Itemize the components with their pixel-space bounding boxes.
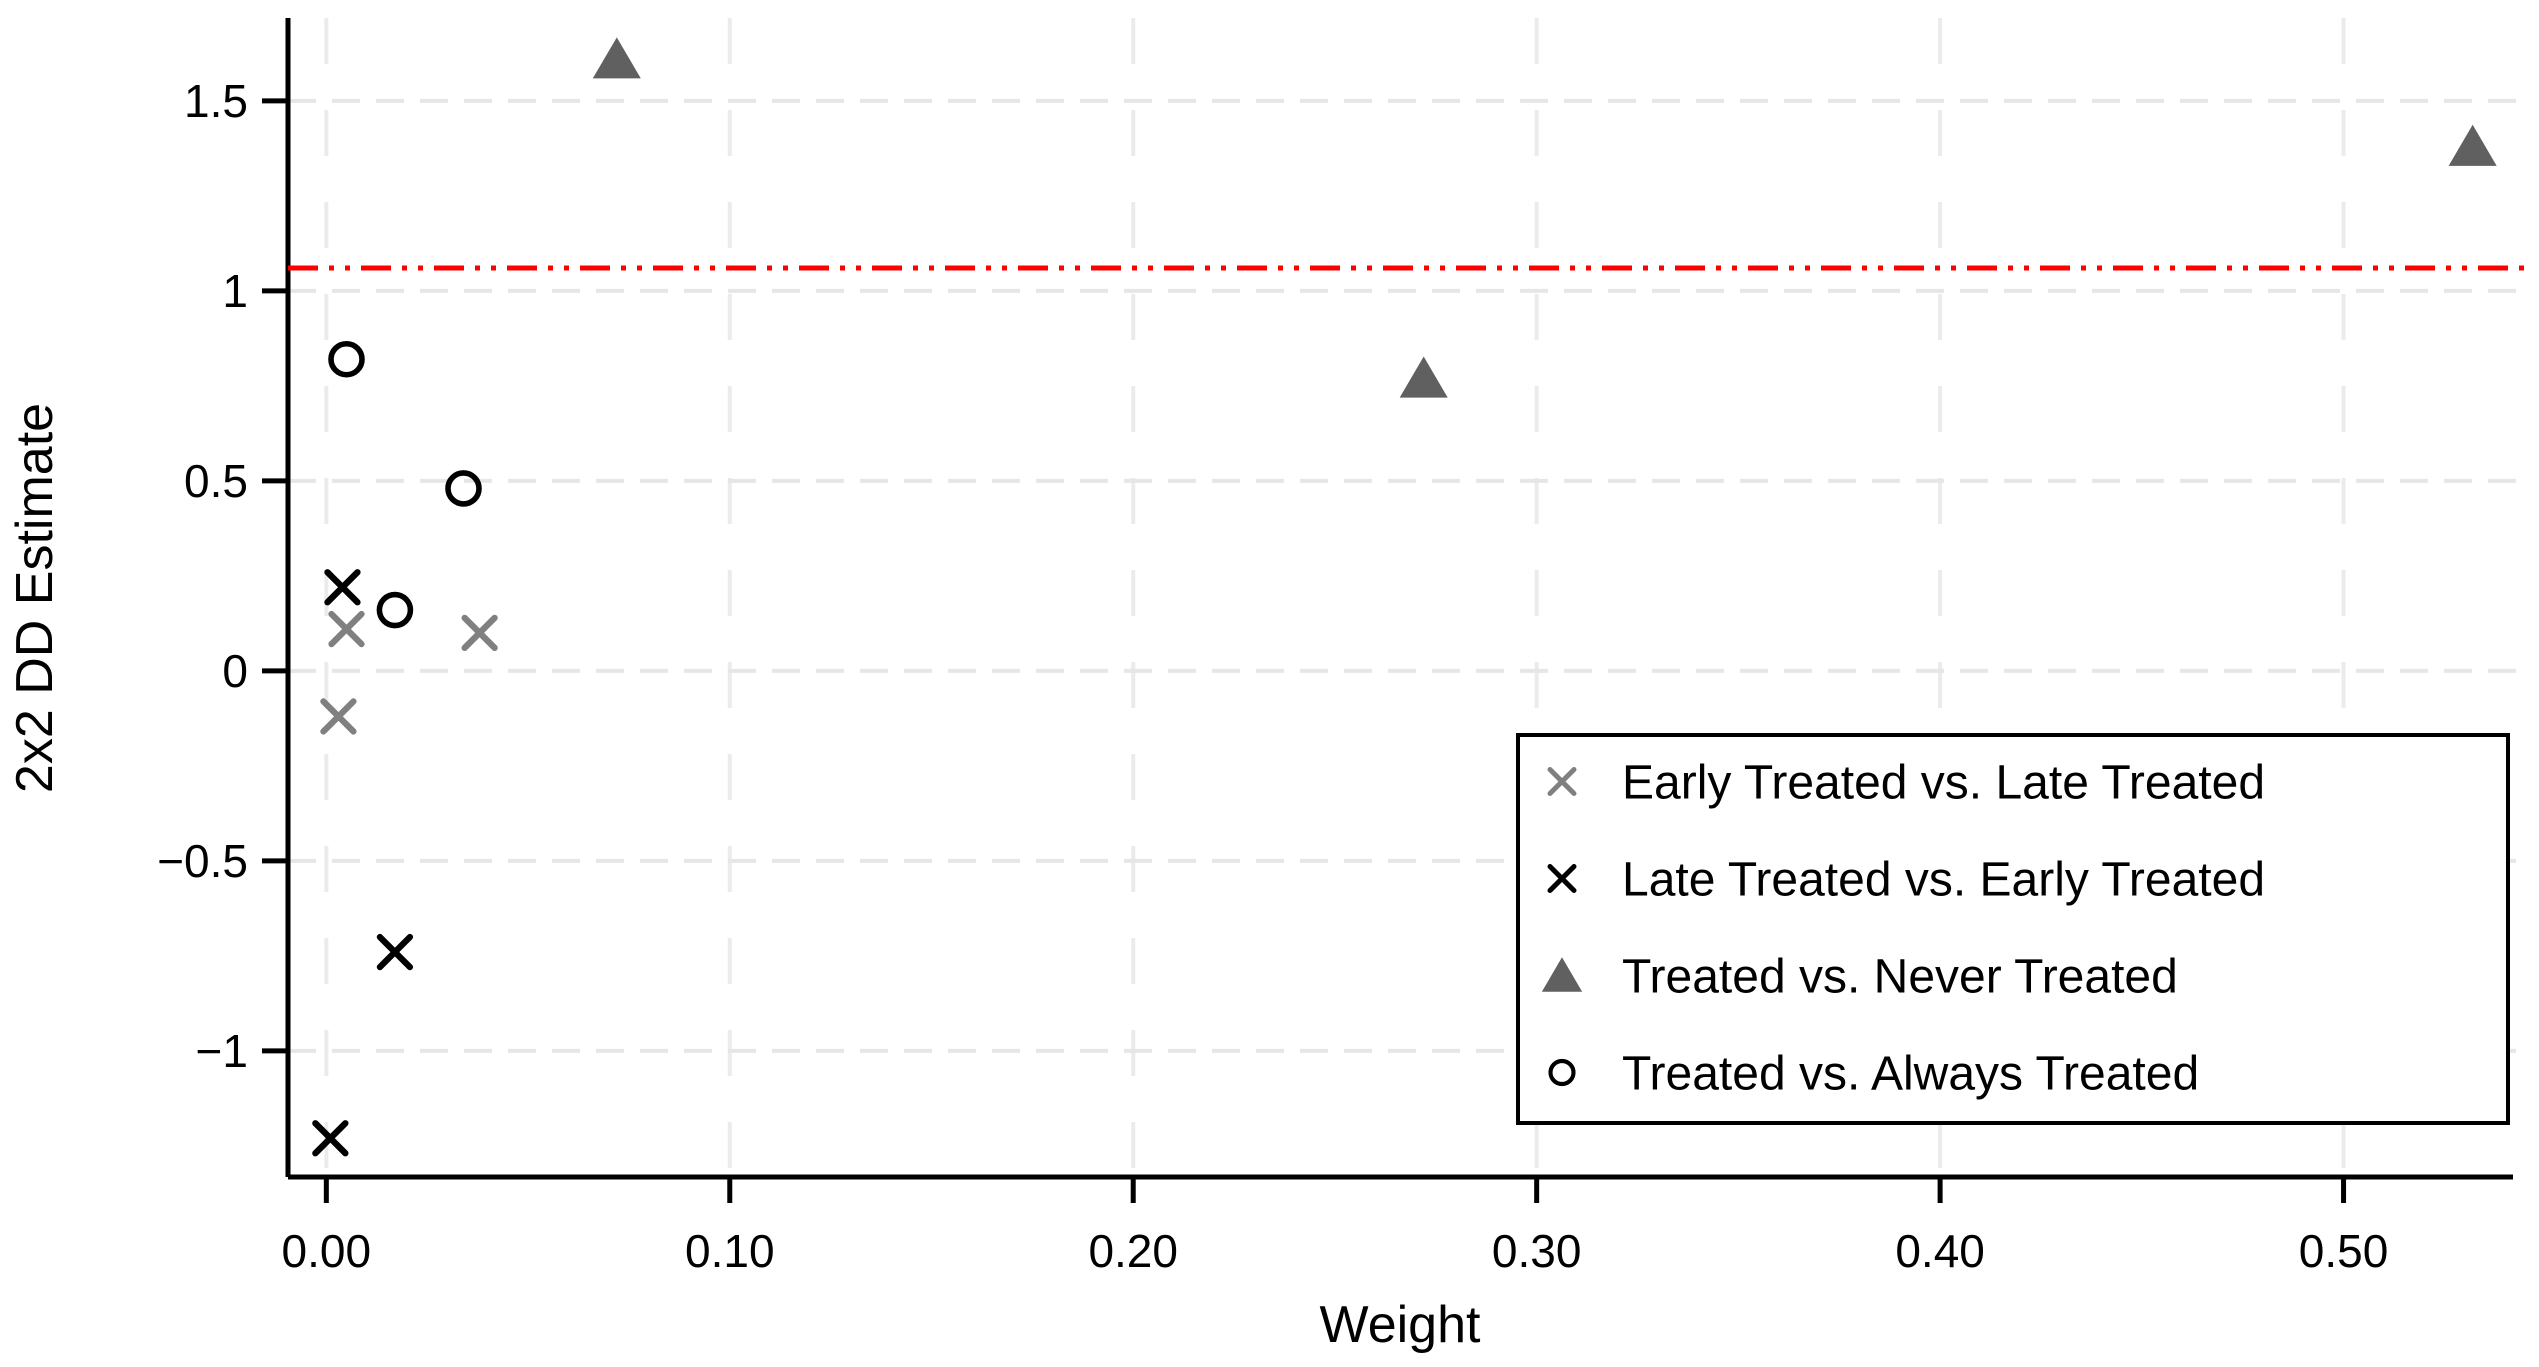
series-4	[328, 340, 482, 629]
point-s2-2	[376, 933, 414, 971]
legend-box	[1516, 733, 2510, 1125]
legend-marker-1	[1547, 766, 1577, 797]
y-tick-label-1: 1	[222, 265, 248, 317]
legend-label-1: Early Treated vs. Late Treated	[1622, 757, 2265, 810]
x-tick-label-0.10: 0.10	[685, 1225, 775, 1277]
legend: Early Treated vs. Late Treated Late Treat…	[1516, 733, 2510, 1125]
y-tick-label-−0.5: −0.5	[157, 835, 248, 887]
y-tick-label-0: 0	[222, 645, 248, 697]
point-s1-1	[328, 610, 365, 648]
series-2	[312, 569, 414, 1157]
legend-label-4: Treated vs. Always Treated	[1622, 1048, 2199, 1101]
series-3	[592, 37, 2497, 398]
point-s2-1	[324, 569, 361, 606]
point-s3-1	[592, 37, 641, 79]
point-s4-3	[376, 591, 414, 629]
legend-row-1: Early Treated vs. Late Treated	[1547, 757, 2265, 810]
point-s4-1	[328, 340, 365, 378]
vertical-gridlines	[324, 18, 2346, 1177]
x-tick-label-0.20: 0.20	[1088, 1225, 1178, 1277]
x-axis-title: Weight	[1320, 1296, 1481, 1354]
data-points	[312, 37, 2497, 1157]
x-tick-label-0.40: 0.40	[1895, 1225, 1985, 1277]
tick-marks	[262, 98, 2347, 1203]
point-s1-2	[461, 614, 498, 651]
y-tick-label-−1: −1	[196, 1025, 248, 1077]
legend-marker-4	[1548, 1058, 1576, 1087]
legend-marker-2	[1547, 863, 1577, 894]
x-tick-label-0.50: 0.50	[2299, 1225, 2389, 1277]
point-s2-3	[312, 1120, 349, 1157]
y-axis-title: 2x2 DD Estimate	[6, 403, 64, 793]
y-tick-label-0.5: 0.5	[184, 455, 248, 507]
legend-row-3: Treated vs. Never Treated	[1541, 951, 2178, 1004]
legend-row-4: Treated vs. Always Treated	[1548, 1048, 2199, 1101]
legend-marker-3	[1541, 957, 1583, 992]
point-s1-3	[320, 698, 357, 735]
axes	[285, 18, 2513, 1180]
series-1	[320, 610, 498, 735]
point-s4-2	[445, 470, 482, 507]
legend-row-2: Late Treated vs. Early Treated	[1547, 854, 2265, 907]
y-tick-label-1.5: 1.5	[184, 75, 248, 127]
point-s3-2	[1399, 356, 1448, 398]
point-s3-3	[2448, 124, 2497, 166]
tick-labels: 1.510.50−0.5−10.00 0.10 0.20 0.30 0.40 0.50	[157, 75, 2388, 1277]
x-tick-label-0.30: 0.30	[1492, 1225, 1582, 1277]
x-tick-label-0.00: 0.00	[282, 1225, 372, 1277]
legend-label-3: Treated vs. Never Treated	[1622, 951, 2178, 1004]
legend-label-2: Late Treated vs. Early Treated	[1622, 854, 2265, 907]
